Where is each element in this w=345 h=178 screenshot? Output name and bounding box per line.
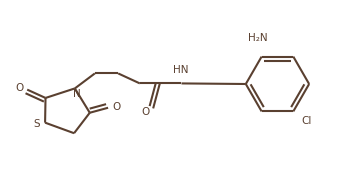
Text: HN: HN: [173, 65, 189, 75]
Text: Cl: Cl: [302, 116, 312, 126]
Text: N: N: [73, 89, 80, 99]
Text: O: O: [142, 107, 150, 117]
Text: S: S: [33, 119, 40, 129]
Text: O: O: [112, 102, 120, 112]
Text: O: O: [16, 83, 24, 93]
Text: H₂N: H₂N: [248, 33, 268, 43]
